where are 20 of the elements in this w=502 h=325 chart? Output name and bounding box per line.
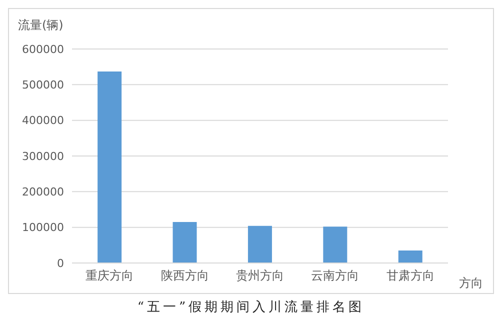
bar — [248, 226, 272, 263]
y-tick-label: 500000 — [22, 78, 64, 92]
y-tick-label: 400000 — [22, 114, 64, 128]
bar — [98, 71, 122, 263]
y-tick-label: 0 — [57, 256, 64, 270]
x-tick-label: 贵州方向 — [236, 268, 284, 283]
x-axis-title: 方向 — [459, 275, 483, 292]
bar — [172, 222, 197, 263]
x-tick-label: 重庆方向 — [86, 268, 134, 283]
y-tick-label: 600000 — [22, 42, 64, 56]
y-tick-label: 100000 — [22, 221, 64, 234]
y-tick-label: 200000 — [22, 186, 64, 199]
bar — [323, 226, 348, 263]
y-axis-title: 流量(辆) — [18, 17, 64, 34]
x-tick-label: 云南方向 — [311, 268, 360, 283]
y-tick-label: 300000 — [22, 150, 64, 163]
text: “五一”假期期间入川流量排名图 — [136, 299, 366, 316]
bar — [398, 250, 422, 263]
x-tick-label: 陕西方向 — [160, 268, 209, 283]
x-tick-label: 甘肃方向 — [386, 268, 434, 283]
